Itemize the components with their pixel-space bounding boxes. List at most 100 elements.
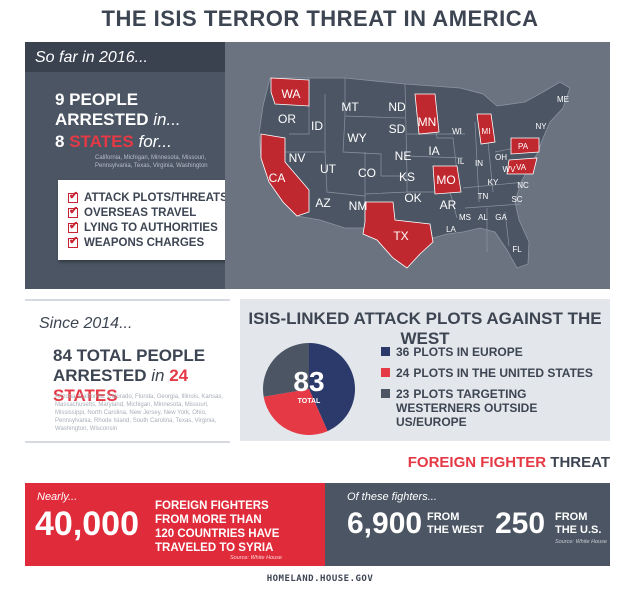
state-label: MI xyxy=(482,127,491,136)
checkbox-icon xyxy=(68,204,78,218)
fighters-desc-line: TRAVELED TO SYRIA xyxy=(155,542,274,554)
foreign-fighter-title: FOREIGN FIGHTER THREAT xyxy=(0,454,610,471)
plots-chart-title: ISIS-LINKED ATTACK PLOTS AGAINST THE WES… xyxy=(248,309,602,348)
pie-slices xyxy=(263,343,355,435)
state-label: IN xyxy=(475,159,483,168)
western-fighters-banner: Of these fighters... 6,900 FROM THE WEST… xyxy=(325,483,610,566)
west-word: THE WEST xyxy=(427,524,484,536)
state-label: LA xyxy=(446,225,456,234)
foreign-fighters-banner: Nearly... 40,000 FOREIGN FIGHTERS FROM M… xyxy=(25,483,325,566)
state-label: WY xyxy=(347,131,366,145)
from-west-label: FROM THE WEST xyxy=(427,511,484,537)
state-label: AR xyxy=(440,198,457,212)
states-suffix: for... xyxy=(138,132,172,151)
legend-value: 36 xyxy=(396,345,410,359)
from-word: FROM xyxy=(555,511,588,523)
total-states-count: 24 STATES xyxy=(53,366,189,405)
state-label: NC xyxy=(517,181,529,190)
pie-total-label: TOTAL xyxy=(298,398,321,405)
section-header-2016: So far in 2016... xyxy=(25,42,225,72)
state-label: CO xyxy=(358,166,376,180)
ff-title-dark: THREAT xyxy=(550,454,610,471)
from-word: FROM xyxy=(427,511,460,523)
us-fighters-count: 250 xyxy=(495,507,546,540)
ff-title-red: FOREIGN FIGHTER xyxy=(407,454,547,471)
total-arrested-text: 84 TOTAL PEOPLE ARRESTED in 24 STATES xyxy=(53,346,230,406)
total-arrested-word: ARRESTED xyxy=(53,366,147,385)
state-label: KS xyxy=(399,170,415,184)
source-note: Source: White House xyxy=(555,539,607,545)
states-word: STATES xyxy=(69,132,134,151)
state-pa-shape xyxy=(510,137,540,155)
state-label: NM xyxy=(349,199,368,213)
plots-pie-chart: 83 TOTAL xyxy=(263,343,355,435)
page-title: THE ISIS TERROR THREAT IN AMERICA xyxy=(101,6,539,31)
charge-item: ATTACK PLOTS/THREATS xyxy=(68,189,231,205)
total-line-2: ARRESTED in 24 STATES xyxy=(53,366,230,406)
since-2014-panel: Since 2014... 84 TOTAL PEOPLE ARRESTED i… xyxy=(25,299,230,443)
legend-swatch xyxy=(381,368,390,377)
state-label: MN xyxy=(418,115,437,129)
legend-value: 24 xyxy=(396,366,410,380)
state-label: ID xyxy=(311,119,323,133)
state-label: SC xyxy=(511,195,522,204)
legend-value: 23 xyxy=(396,387,410,401)
people-arrested-count: 9 PEOPLE ARRESTED xyxy=(55,90,149,129)
state-label: WA xyxy=(282,87,301,101)
total-line-1: 84 TOTAL PEOPLE xyxy=(53,346,206,365)
state-mi-shape xyxy=(476,113,496,145)
state-label: NY xyxy=(535,122,547,131)
state-label: NE xyxy=(395,149,412,163)
states-count: 8 xyxy=(55,132,65,151)
legend-item-europe: 36 PLOTS IN EUROPE xyxy=(381,345,606,359)
charge-item: OVERSEAS TRAVEL xyxy=(68,204,231,220)
state-label: FL xyxy=(512,245,522,254)
pie-total-value: 83 xyxy=(293,366,324,397)
banner-arrow xyxy=(305,483,329,566)
state-label: OK xyxy=(404,191,421,205)
state-label: TX xyxy=(393,229,408,243)
footer-url: HOMELAND.HOUSE.GOV xyxy=(266,574,374,584)
legend-item-us: 24 PLOTS IN THE UNITED STATES xyxy=(381,366,606,380)
pie-slice-europe xyxy=(309,343,355,432)
legend-label: PLOTS TARGETING WESTERNERS OUTSIDE US/EU… xyxy=(396,387,538,429)
state-va-shape xyxy=(506,157,538,175)
checkbox-icon xyxy=(68,219,78,233)
charge-label: OVERSEAS TRAVEL xyxy=(84,206,197,219)
states-list-2014: Arizona, California, Colorado, Florida, … xyxy=(55,394,224,432)
people-arrested-suffix: in... xyxy=(153,110,181,129)
highlighted-states xyxy=(260,77,540,269)
us-map: WA OR ID MT ND SD WY NV CA UT CO NE KS A… xyxy=(258,77,571,269)
people-arrested-line: 9 PEOPLE ARRESTED in... xyxy=(55,90,225,130)
charges-box: ATTACK PLOTS/THREATS OVERSEAS TRAVEL LYI… xyxy=(58,180,231,260)
state-wa-shape xyxy=(270,77,310,107)
charge-label: WEAPONS CHARGES xyxy=(84,236,205,249)
plots-legend: 36 PLOTS IN EUROPE 24 PLOTS IN THE UNITED … xyxy=(381,345,606,436)
section-header-2014: Since 2014... xyxy=(39,315,133,332)
state-tx-shape xyxy=(362,201,434,269)
states-line: 8 STATES for... xyxy=(55,132,172,152)
source-note: Source: White House xyxy=(230,555,282,561)
pie-slice-other xyxy=(263,343,309,397)
checkbox-icon xyxy=(68,234,78,248)
state-label: OR xyxy=(278,112,296,126)
state-label: WI xyxy=(452,127,462,136)
state-label: OH xyxy=(495,153,507,162)
state-label: KY xyxy=(488,178,499,187)
state-label: SD xyxy=(389,122,406,136)
charge-label: LYING TO AUTHORITIES xyxy=(84,221,218,234)
state-label: UT xyxy=(320,162,337,176)
of-these-label: Of these fighters... xyxy=(347,491,437,503)
checkbox-icon xyxy=(68,189,78,203)
fighters-desc-line: FOREIGN FIGHTERS xyxy=(155,500,269,512)
fighters-total: 40,000 xyxy=(35,505,139,543)
attack-plots-panel: ISIS-LINKED ATTACK PLOTS AGAINST THE WES… xyxy=(240,299,610,441)
legend-item-other: 23 PLOTS TARGETING WESTERNERS OUTSIDE US/… xyxy=(381,387,606,429)
charge-item: LYING TO AUTHORITIES xyxy=(68,219,231,235)
total-in-word: in xyxy=(151,366,165,385)
state-ca-shape xyxy=(260,133,310,217)
nearly-label: Nearly... xyxy=(37,491,78,503)
state-label: CA xyxy=(269,171,286,185)
us-map-panel: WA OR ID MT ND SD WY NV CA UT CO NE KS A… xyxy=(225,42,610,289)
legend-swatch xyxy=(381,389,390,398)
